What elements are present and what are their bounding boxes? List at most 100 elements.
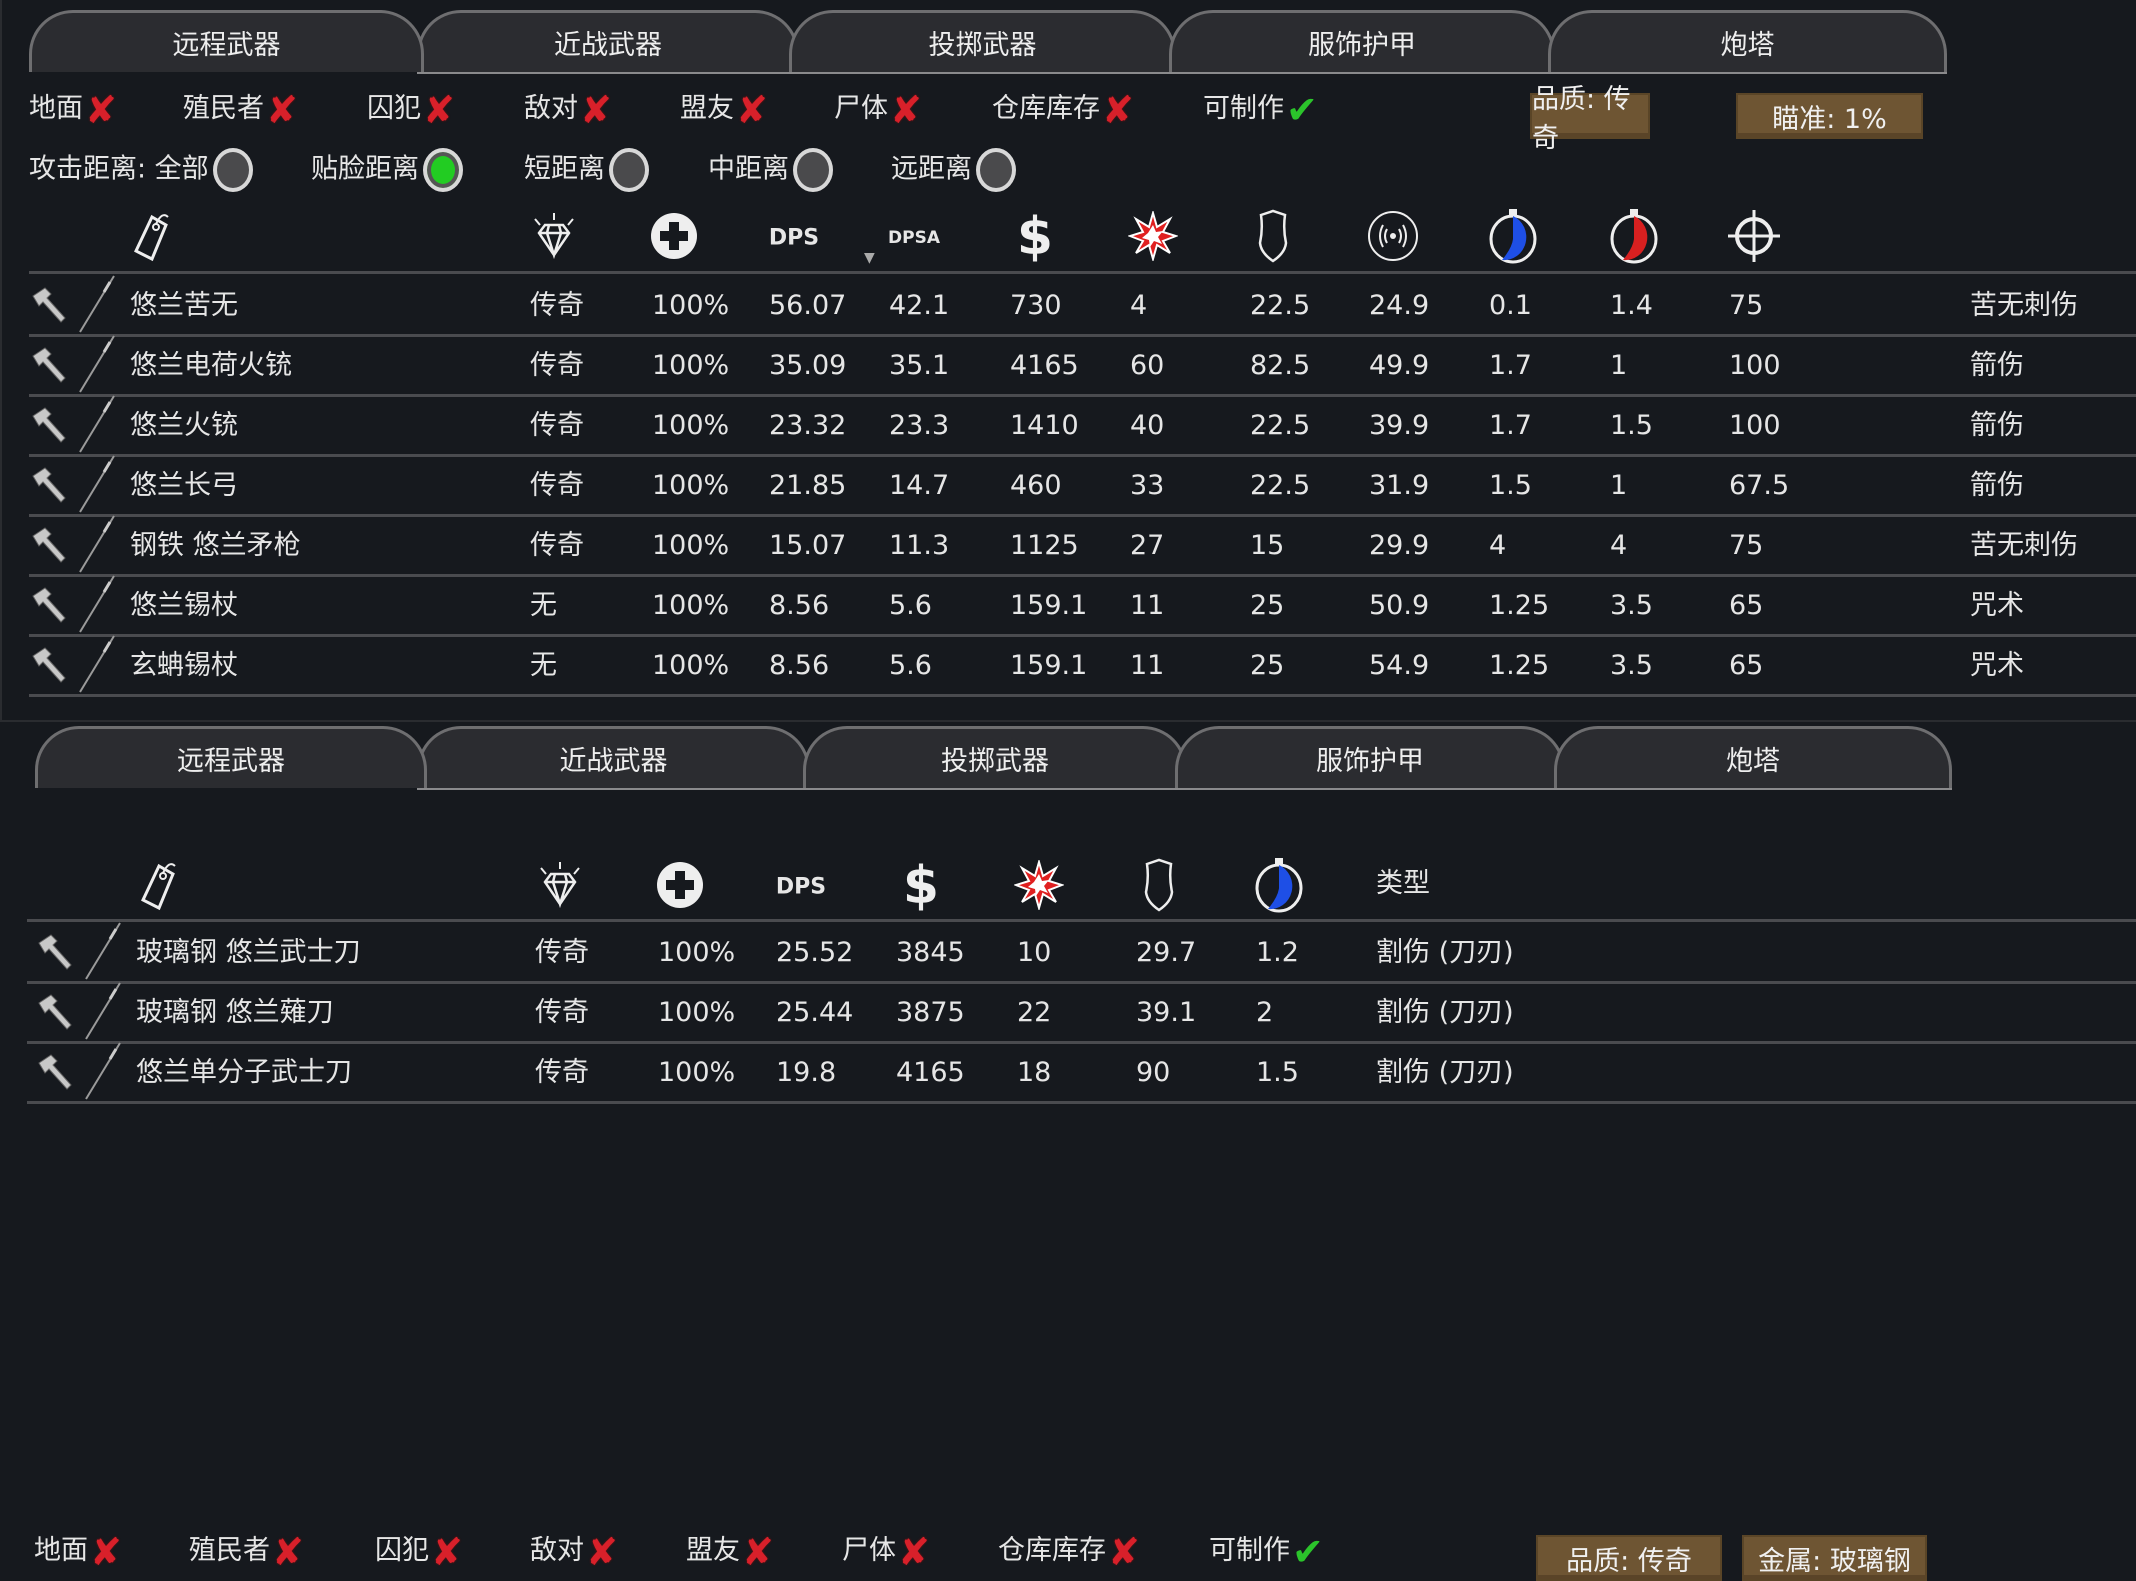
armor-icon[interactable] [1139, 858, 1179, 916]
weapon-name[interactable]: 玻璃钢 悠兰武士刀 [136, 937, 361, 968]
cell-11: 75 [1729, 290, 1764, 321]
cell-8: 49.9 [1369, 350, 1430, 381]
header-dpsa[interactable]: DPSA [888, 228, 940, 248]
filter-5[interactable]: 尸体✘ [834, 91, 922, 129]
tag-icon[interactable] [130, 209, 174, 267]
diamond-icon[interactable] [535, 860, 585, 914]
filter-3[interactable]: 敌对✘ [524, 91, 612, 129]
weapon-name[interactable]: 悠兰长弓 [130, 470, 238, 501]
warmup-timer-icon[interactable] [1488, 208, 1538, 268]
weapon-name[interactable]: 玻璃钢 悠兰薙刀 [136, 997, 334, 1028]
cell-4: 42.1 [889, 290, 950, 321]
health-icon[interactable] [655, 860, 705, 914]
cell-9: 0.1 [1489, 290, 1532, 321]
filter-7[interactable]: 可制作✔ [1209, 1533, 1324, 1571]
tab-3[interactable]: 服饰护甲 [1169, 10, 1555, 72]
filter-2[interactable]: 囚犯✘ [375, 1533, 463, 1571]
range-option-2[interactable]: 中距离 [708, 148, 833, 192]
cell-8: 29.9 [1369, 530, 1430, 561]
quality-button[interactable]: 品质: 传奇 [1530, 84, 1650, 154]
weapon-name[interactable]: 玄蚺锡杖 [130, 650, 238, 681]
explosion-icon[interactable] [1126, 209, 1180, 265]
radio-button[interactable] [976, 148, 1016, 192]
tab-3[interactable]: 服饰护甲 [1175, 726, 1565, 788]
filter-1[interactable]: 殖民者✘ [189, 1533, 304, 1571]
dollar-icon[interactable]: $ [903, 856, 939, 916]
health-icon[interactable] [649, 211, 699, 265]
hammer-icon[interactable] [29, 644, 69, 688]
cell-12: 咒术 [1970, 590, 2024, 621]
quality-button[interactable]: 品质: 传奇 [1536, 1535, 1722, 1581]
range-all[interactable]: 攻击距离: 全部 [29, 148, 253, 192]
cell-4: 14.7 [889, 470, 950, 501]
header-dps[interactable]: DPS [775, 874, 827, 900]
weapon-name[interactable]: 悠兰苦无 [130, 290, 238, 321]
aim-button[interactable]: 瞄准: 1% [1736, 93, 1923, 139]
hammer-icon[interactable] [29, 344, 69, 388]
range-option-3[interactable]: 远距离 [891, 148, 1016, 192]
range-option-1[interactable]: 短距离 [524, 148, 649, 192]
radio-button[interactable] [793, 148, 833, 192]
cell-8: 割伤 (刀刃) [1376, 997, 1514, 1028]
hammer-icon[interactable] [35, 1051, 75, 1095]
weapon-name[interactable]: 悠兰电荷火铳 [130, 350, 292, 381]
filter-0[interactable]: 地面✘ [29, 91, 117, 129]
weapon-name[interactable]: 钢铁 悠兰矛枪 [130, 530, 301, 561]
hammer-icon[interactable] [29, 284, 69, 328]
radio-button[interactable] [423, 148, 463, 192]
tag-icon[interactable] [137, 858, 181, 916]
header-dps[interactable]: DPS [768, 225, 820, 251]
filter-0[interactable]: 地面✘ [34, 1533, 122, 1571]
tab-4[interactable]: 炮塔 [1548, 10, 1947, 72]
diamond-icon[interactable] [529, 211, 579, 265]
range-option-0[interactable]: 贴脸距离 [311, 148, 463, 192]
filter-1[interactable]: 殖民者✘ [183, 91, 298, 129]
cell-9: 1.25 [1489, 650, 1550, 681]
cell-5: 4165 [1010, 350, 1079, 381]
cell-6: 29.7 [1136, 937, 1197, 968]
cell-7: 2 [1256, 997, 1274, 1028]
cell-3: 8.56 [769, 590, 830, 621]
tab-4[interactable]: 炮塔 [1554, 726, 1952, 788]
filter-6[interactable]: 仓库库存✘ [998, 1533, 1140, 1571]
cross-icon: ✘ [266, 87, 298, 132]
filter-3[interactable]: 敌对✘ [530, 1533, 618, 1571]
filter-2[interactable]: 囚犯✘ [367, 91, 455, 129]
sound-icon[interactable] [1366, 209, 1420, 267]
hammer-icon[interactable] [35, 931, 75, 975]
metal-button[interactable]: 金属: 玻璃钢 [1742, 1535, 1927, 1581]
filter-4[interactable]: 盟友✘ [680, 91, 768, 129]
filter-6[interactable]: 仓库库存✘ [992, 91, 1134, 129]
tab-0[interactable]: 远程武器 [35, 726, 427, 788]
hammer-icon[interactable] [35, 991, 75, 1035]
weapon-name[interactable]: 悠兰单分子武士刀 [136, 1057, 352, 1088]
filter-4[interactable]: 盟友✘ [686, 1533, 774, 1571]
tab-1[interactable]: 近战武器 [417, 726, 810, 788]
warmup-timer-icon[interactable] [1254, 857, 1304, 917]
cooldown-timer-icon[interactable] [1609, 208, 1659, 268]
radio-all[interactable] [212, 148, 253, 192]
cell-3: 35.09 [769, 350, 847, 381]
filter-label: 尸体 [842, 1535, 896, 1566]
hammer-icon[interactable] [29, 524, 69, 568]
tab-0[interactable]: 远程武器 [29, 10, 424, 72]
sort-arrow-icon[interactable]: ▼ [864, 250, 875, 266]
hammer-icon[interactable] [29, 464, 69, 508]
crosshair-icon[interactable] [1727, 209, 1781, 267]
weapon-name[interactable]: 悠兰火铳 [130, 410, 238, 441]
cell-1: 传奇 [535, 997, 589, 1028]
cell-3: 21.85 [769, 470, 847, 501]
radio-button[interactable] [609, 148, 649, 192]
armor-icon[interactable] [1253, 209, 1293, 267]
tab-2[interactable]: 投掷武器 [789, 10, 1176, 72]
filter-5[interactable]: 尸体✘ [842, 1533, 930, 1571]
tab-1[interactable]: 近战武器 [417, 10, 799, 72]
weapon-name[interactable]: 悠兰锡杖 [130, 590, 238, 621]
hammer-icon[interactable] [29, 584, 69, 628]
filter-label: 囚犯 [367, 93, 421, 124]
explosion-icon[interactable] [1012, 858, 1066, 914]
dollar-icon[interactable]: $ [1017, 207, 1053, 267]
tab-2[interactable]: 投掷武器 [803, 726, 1187, 788]
filter-7[interactable]: 可制作✔ [1203, 91, 1318, 129]
hammer-icon[interactable] [29, 404, 69, 448]
